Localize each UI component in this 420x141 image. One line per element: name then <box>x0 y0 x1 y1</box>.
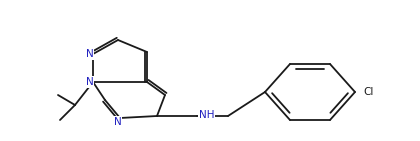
Text: N: N <box>86 49 94 59</box>
Text: Cl: Cl <box>363 87 373 97</box>
Text: N: N <box>114 117 122 127</box>
Text: NH: NH <box>199 110 215 120</box>
Text: N: N <box>86 77 94 87</box>
